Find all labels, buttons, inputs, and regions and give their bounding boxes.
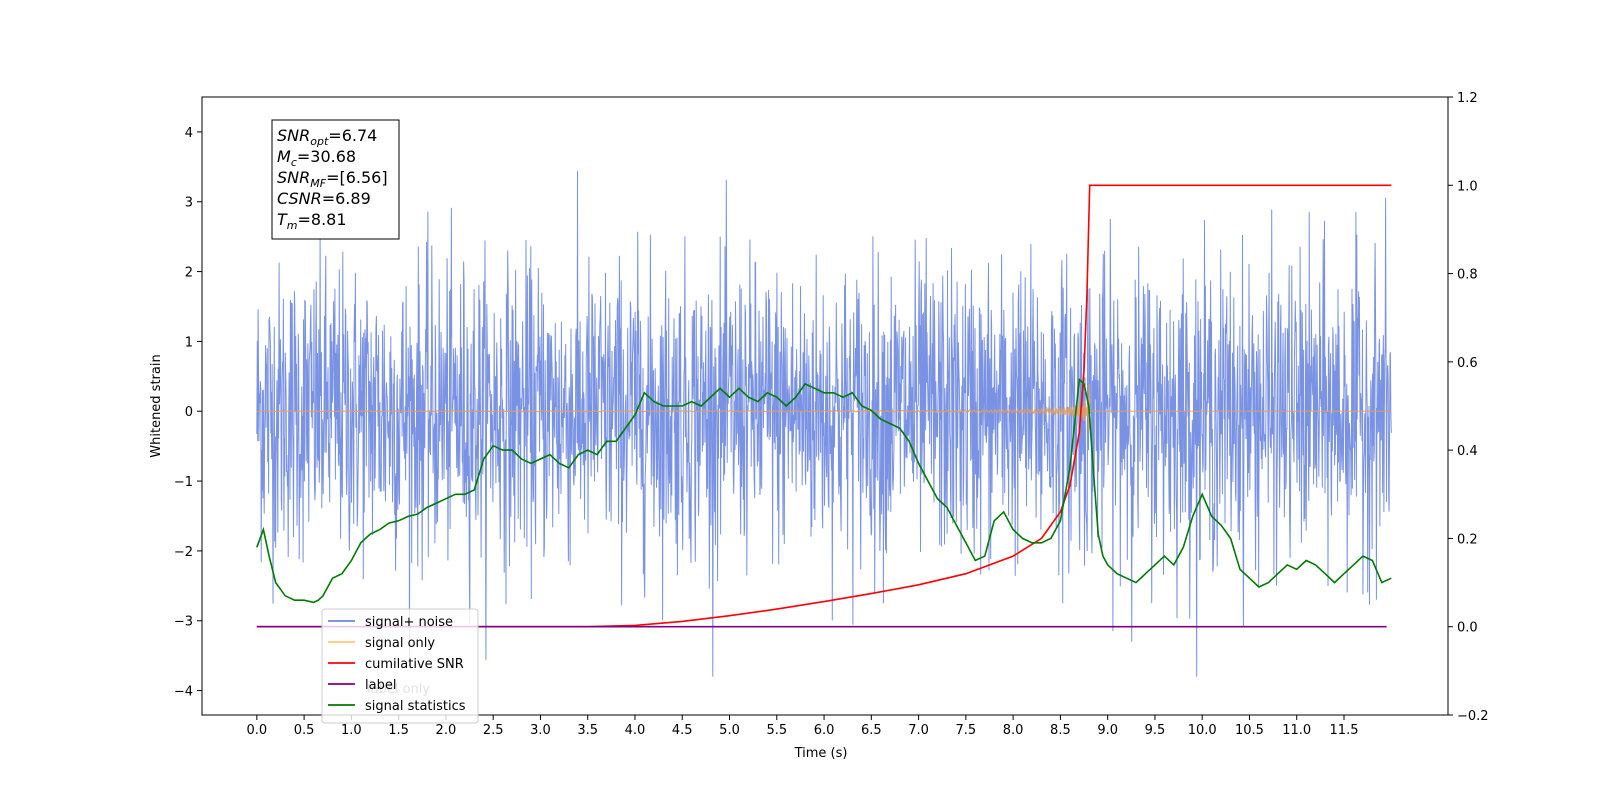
- series-signal-noise: [256, 171, 1392, 677]
- y-tick-label: 4: [185, 126, 193, 141]
- legend-label: signal only: [365, 636, 435, 651]
- x-tick-label: 0.0: [246, 723, 267, 738]
- y-tick-label: 0: [185, 405, 193, 420]
- x-tick-label: 11.0: [1282, 723, 1311, 738]
- x-tick-label: 9.0: [1097, 723, 1118, 738]
- x-axis-label: Time (s): [794, 746, 848, 761]
- annotation-line: Mc=30.68: [277, 147, 356, 169]
- y2-tick-label: 1.2: [1457, 91, 1478, 106]
- x-tick-label: 2.0: [436, 723, 457, 738]
- annotation-line: Tm=8.81: [277, 210, 347, 232]
- x-tick-label: 9.5: [1145, 723, 1166, 738]
- annotation-line: CSNR=6.89: [277, 189, 371, 208]
- x-axis: 0.0 0.5 1.0 1.5 2.0 2.5 3.0 3.5 4.0 4.5 5.0 5.5 6.0 6…: [246, 715, 1358, 738]
- x-tick-label: 10.5: [1235, 723, 1264, 738]
- y-tick-label: −3: [174, 615, 193, 630]
- annotation-frame: [271, 119, 400, 240]
- x-tick-label: 4.5: [672, 723, 693, 738]
- stats-annotation-box: SNRopt=6.74Mc=30.68SNRMF=[6.56]CSNR=6.89…: [271, 119, 400, 240]
- annotation-line: SNRopt=6.74: [277, 126, 377, 148]
- x-tick-label: 4.0: [625, 723, 646, 738]
- y2-tick-label: 0.4: [1457, 444, 1478, 459]
- x-tick-label: 10.0: [1188, 723, 1217, 738]
- y-tick-label: 1: [185, 335, 193, 350]
- y-tick-label: −2: [174, 545, 193, 560]
- y2-tick-label: 1.0: [1457, 179, 1478, 194]
- y-tick-label: 3: [185, 196, 193, 211]
- x-tick-label: 7.0: [908, 723, 929, 738]
- legend-frame: [321, 608, 479, 724]
- y-tick-label: −1: [174, 475, 193, 490]
- series-layer: [256, 171, 1392, 677]
- y2-tick-label: 0.2: [1457, 532, 1478, 547]
- legend-label: label: [365, 678, 396, 693]
- x-tick-label: 8.5: [1050, 723, 1071, 738]
- legend-label: signal+ noise: [365, 615, 453, 630]
- annotation-line: SNRMF=[6.56]: [277, 168, 388, 190]
- legend-label: signal statistics: [365, 699, 466, 714]
- x-tick-label: 5.0: [719, 723, 740, 738]
- y-axis-right: 1.2 1.0 0.8 0.6 0.4 0.2 0.0 −0.2: [1448, 91, 1489, 724]
- x-tick-label: 1.0: [341, 723, 362, 738]
- x-tick-label: 7.5: [956, 723, 977, 738]
- y2-tick-label: 0.0: [1457, 621, 1478, 636]
- y-tick-label: 2: [185, 266, 193, 281]
- series-signal-statistics: [256, 377, 1392, 604]
- x-tick-label: 2.5: [483, 723, 504, 738]
- x-tick-label: 8.0: [1003, 723, 1024, 738]
- x-tick-label: 6.5: [861, 723, 882, 738]
- legend-label: cumilative SNR: [365, 657, 464, 672]
- x-tick-label: 0.5: [294, 723, 315, 738]
- x-tick-label: 3.0: [530, 723, 551, 738]
- y-axis-label: Whitened strain: [149, 354, 164, 457]
- series-signal-only: [256, 383, 1392, 431]
- y-axis-left: 4 3 2 1 0 −1 −2 −3 −4: [174, 126, 202, 700]
- y2-tick-label: 0.6: [1457, 356, 1478, 371]
- x-tick-label: 11.5: [1330, 723, 1359, 738]
- x-tick-label: 5.5: [766, 723, 787, 738]
- plot-frame: [201, 96, 1449, 716]
- x-tick-label: 1.5: [388, 723, 409, 738]
- y2-tick-label: −0.2: [1457, 709, 1489, 724]
- y2-tick-label: 0.8: [1457, 268, 1478, 283]
- series-cumulative-snr: [256, 184, 1392, 628]
- y-tick-label: −4: [174, 685, 193, 700]
- x-tick-label: 3.5: [577, 723, 598, 738]
- x-tick-label: 6.0: [814, 723, 835, 738]
